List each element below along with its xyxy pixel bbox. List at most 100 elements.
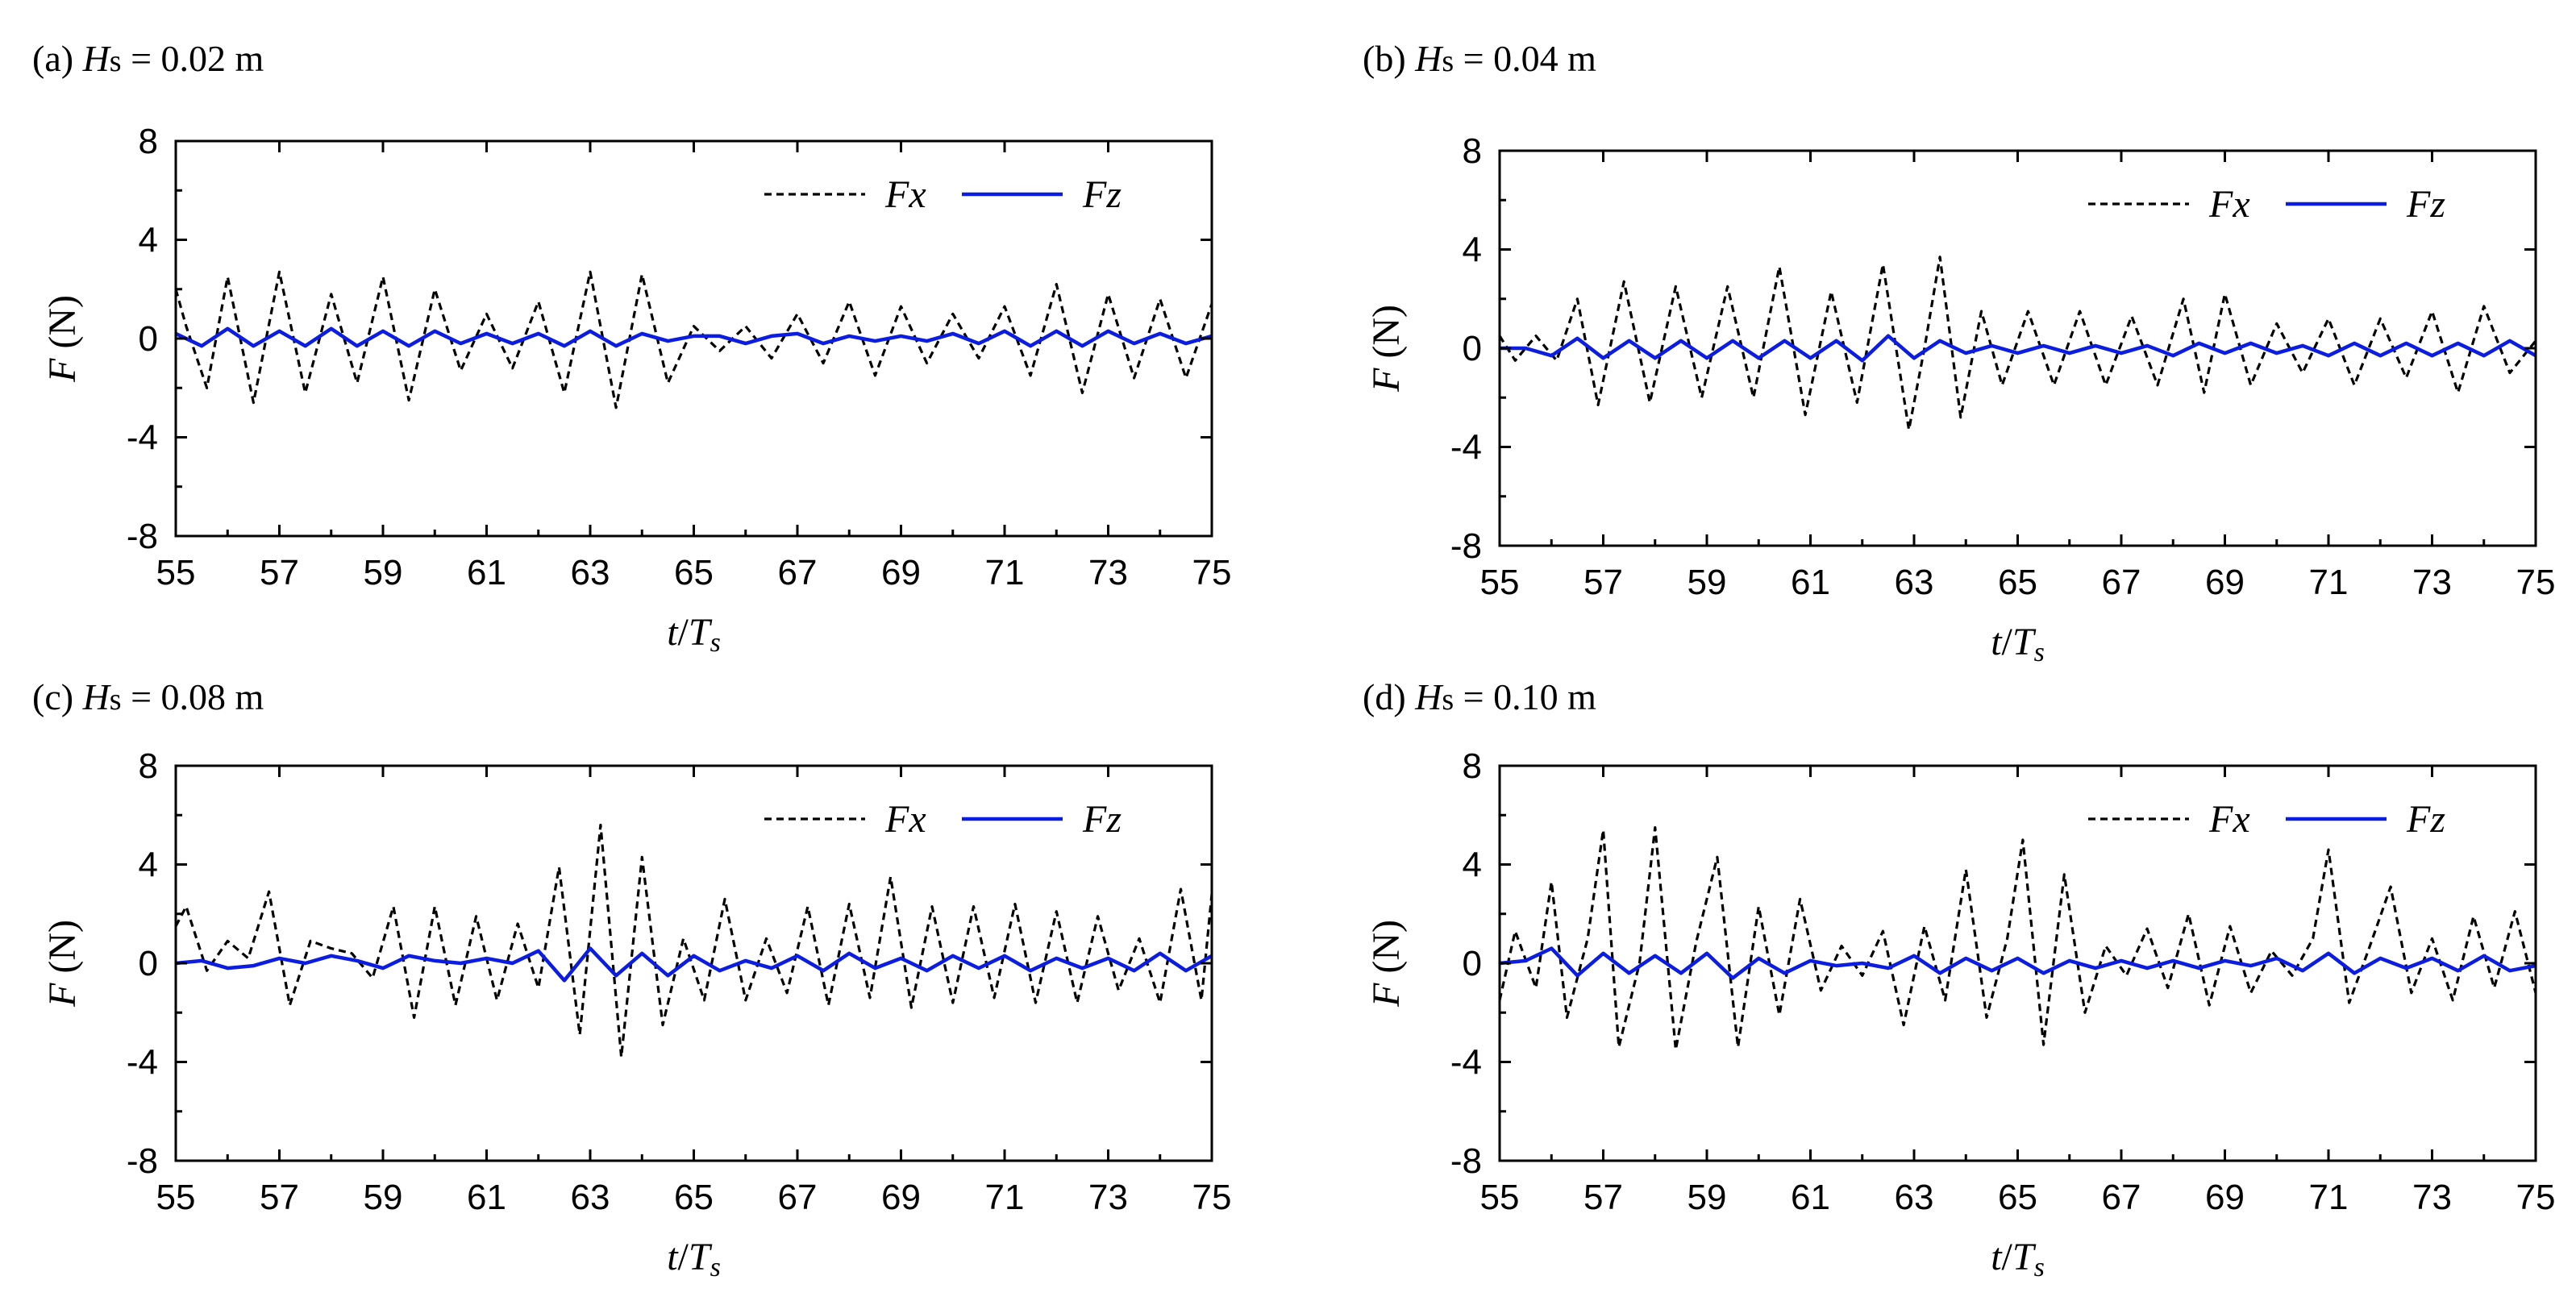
x-tick-label: 63: [1895, 563, 1934, 602]
x-axis-var2: T: [689, 611, 713, 654]
x-tick-label: 73: [2412, 1178, 2452, 1217]
x-tick-label: 69: [2205, 1178, 2245, 1217]
panel-label-value: = 0.02 m: [122, 38, 264, 79]
x-tick-label: 61: [1791, 1178, 1830, 1217]
x-tick-label: 75: [1192, 1178, 1232, 1217]
x-tick-label: 67: [778, 1178, 818, 1217]
y-tick-label: 0: [1463, 329, 1482, 368]
x-tick-label: 73: [1088, 553, 1128, 592]
legend: Fx Fz: [764, 173, 1122, 216]
y-tick-label: -4: [127, 1043, 158, 1083]
y-axis-unit: (N): [1365, 920, 1408, 983]
panel-a: (a) Hs = 0.02 m 55 57 59 61 63 65 67 69 71 73 75 8 4 0…: [32, 38, 1231, 658]
legend-fx-label: Fx: [2208, 183, 2250, 226]
y-axis: 8 4 0 -4 -8: [127, 746, 1212, 1181]
y-tick-label: -8: [1450, 1141, 1482, 1181]
panel-label-var: H: [82, 676, 112, 717]
x-tick-label: 63: [571, 553, 610, 592]
y-axis-label: F (N): [41, 295, 84, 383]
y-tick-label: 4: [1463, 231, 1482, 270]
x-axis-label: t/Ts: [1991, 621, 2045, 667]
series-fz-line: [176, 326, 1212, 348]
y-axis-var: F: [1365, 983, 1408, 1008]
plot-frame: [1498, 149, 2537, 547]
x-axis-sub: s: [2034, 638, 2045, 667]
y-tick-label: -8: [127, 517, 158, 556]
y-axis-label: F (N): [1365, 920, 1408, 1008]
x-tick-label: 75: [2516, 1178, 2556, 1217]
series-fx-line: [176, 270, 1212, 409]
y-axis-var: F: [1365, 368, 1408, 393]
panel-label-value: = 0.08 m: [122, 676, 264, 717]
panel-label-a: (a) Hs = 0.02 m: [32, 38, 264, 79]
x-tick-label: 61: [1791, 563, 1830, 602]
y-axis: 8 4 0 -4 -8: [1450, 131, 2536, 566]
x-tick-label: 71: [985, 1178, 1025, 1217]
panel-label-var: H: [1414, 676, 1444, 717]
x-tick-label: 69: [881, 553, 921, 592]
x-tick-label: 59: [1688, 1178, 1727, 1217]
plot-frame: [1498, 764, 2537, 1162]
y-axis-var: F: [41, 358, 84, 383]
y-tick-label: 0: [1463, 944, 1482, 983]
x-tick-label: 71: [2309, 563, 2349, 602]
x-tick-label: 63: [1895, 1178, 1934, 1217]
x-tick-label: 73: [2412, 563, 2452, 602]
legend: Fx Fz: [2088, 798, 2445, 841]
panel-label-value: = 0.04 m: [1454, 38, 1596, 79]
panel-label-value: = 0.10 m: [1454, 676, 1596, 717]
x-tick-label: 65: [1998, 563, 2037, 602]
panel-label-var: H: [82, 38, 112, 79]
y-tick-label: -8: [1450, 526, 1482, 566]
legend-fz-label: Fz: [1082, 173, 1122, 216]
x-tick-label: 57: [260, 553, 299, 592]
y-tick-label: -4: [1450, 428, 1482, 468]
x-axis-sub: s: [2034, 1253, 2045, 1282]
x-tick-label: 75: [2516, 563, 2556, 602]
x-tick-label: 59: [1688, 563, 1727, 602]
y-axis: 8 4 0 -4 -8: [1450, 746, 2536, 1181]
series-fx-line: [1500, 826, 2536, 1051]
panel-label-prefix: (a): [32, 38, 83, 79]
plot-frame: [174, 764, 1213, 1162]
x-tick-label: 61: [467, 553, 506, 592]
x-tick-label: 69: [2205, 563, 2245, 602]
x-axis-label: t/Ts: [667, 611, 721, 658]
x-tick-label: 65: [1998, 1178, 2037, 1217]
x-tick-label: 61: [467, 1178, 506, 1217]
legend-fz-label: Fz: [1082, 798, 1122, 841]
legend-fz-label: Fz: [2406, 183, 2445, 226]
x-tick-label: 73: [1088, 1178, 1128, 1217]
x-axis-sub: s: [710, 1253, 721, 1282]
series-fx-line: [1500, 256, 2536, 431]
x-axis-var: t: [1991, 1236, 2003, 1278]
x-axis-var2: T: [689, 1236, 713, 1278]
y-tick-label: -4: [1450, 1043, 1482, 1083]
y-axis-unit: (N): [41, 920, 84, 983]
x-tick-label: 67: [2102, 1178, 2141, 1217]
legend-fz-label: Fz: [2406, 798, 2445, 841]
legend: Fx Fz: [2088, 183, 2445, 226]
panel-label-sub: s: [110, 44, 122, 78]
panel-label-var: H: [1414, 38, 1444, 79]
series-fx-line: [176, 823, 1212, 1058]
x-tick-label: 55: [156, 553, 196, 592]
x-tick-label: 71: [985, 553, 1025, 592]
panel-label-b: (b) Hs = 0.04 m: [1363, 38, 1596, 79]
panel-label-sub: s: [1442, 683, 1454, 717]
x-axis-label: t/Ts: [1991, 1236, 2045, 1282]
y-tick-label: 4: [1463, 846, 1482, 885]
x-tick-label: 57: [1583, 563, 1623, 602]
legend-fx-label: Fx: [884, 798, 926, 841]
x-tick-label: 65: [674, 553, 714, 592]
x-tick-label: 57: [1583, 1178, 1623, 1217]
x-axis-var2: T: [2012, 621, 2037, 663]
x-axis-var: t: [667, 611, 679, 654]
x-tick-label: 59: [364, 1178, 403, 1217]
panel-d: (d) Hs = 0.10 m 55 57 59 61 63 65 67 69 71 73 75 8 4 0…: [1363, 676, 2555, 1282]
x-axis-slash: /: [2002, 1236, 2013, 1278]
panel-b: (b) Hs = 0.04 m 55 57 59 61 63 65 67 69 71 73 75 8 4 0…: [1363, 38, 2555, 667]
y-axis-label: F (N): [1365, 305, 1408, 393]
x-axis-sub: s: [710, 628, 721, 658]
